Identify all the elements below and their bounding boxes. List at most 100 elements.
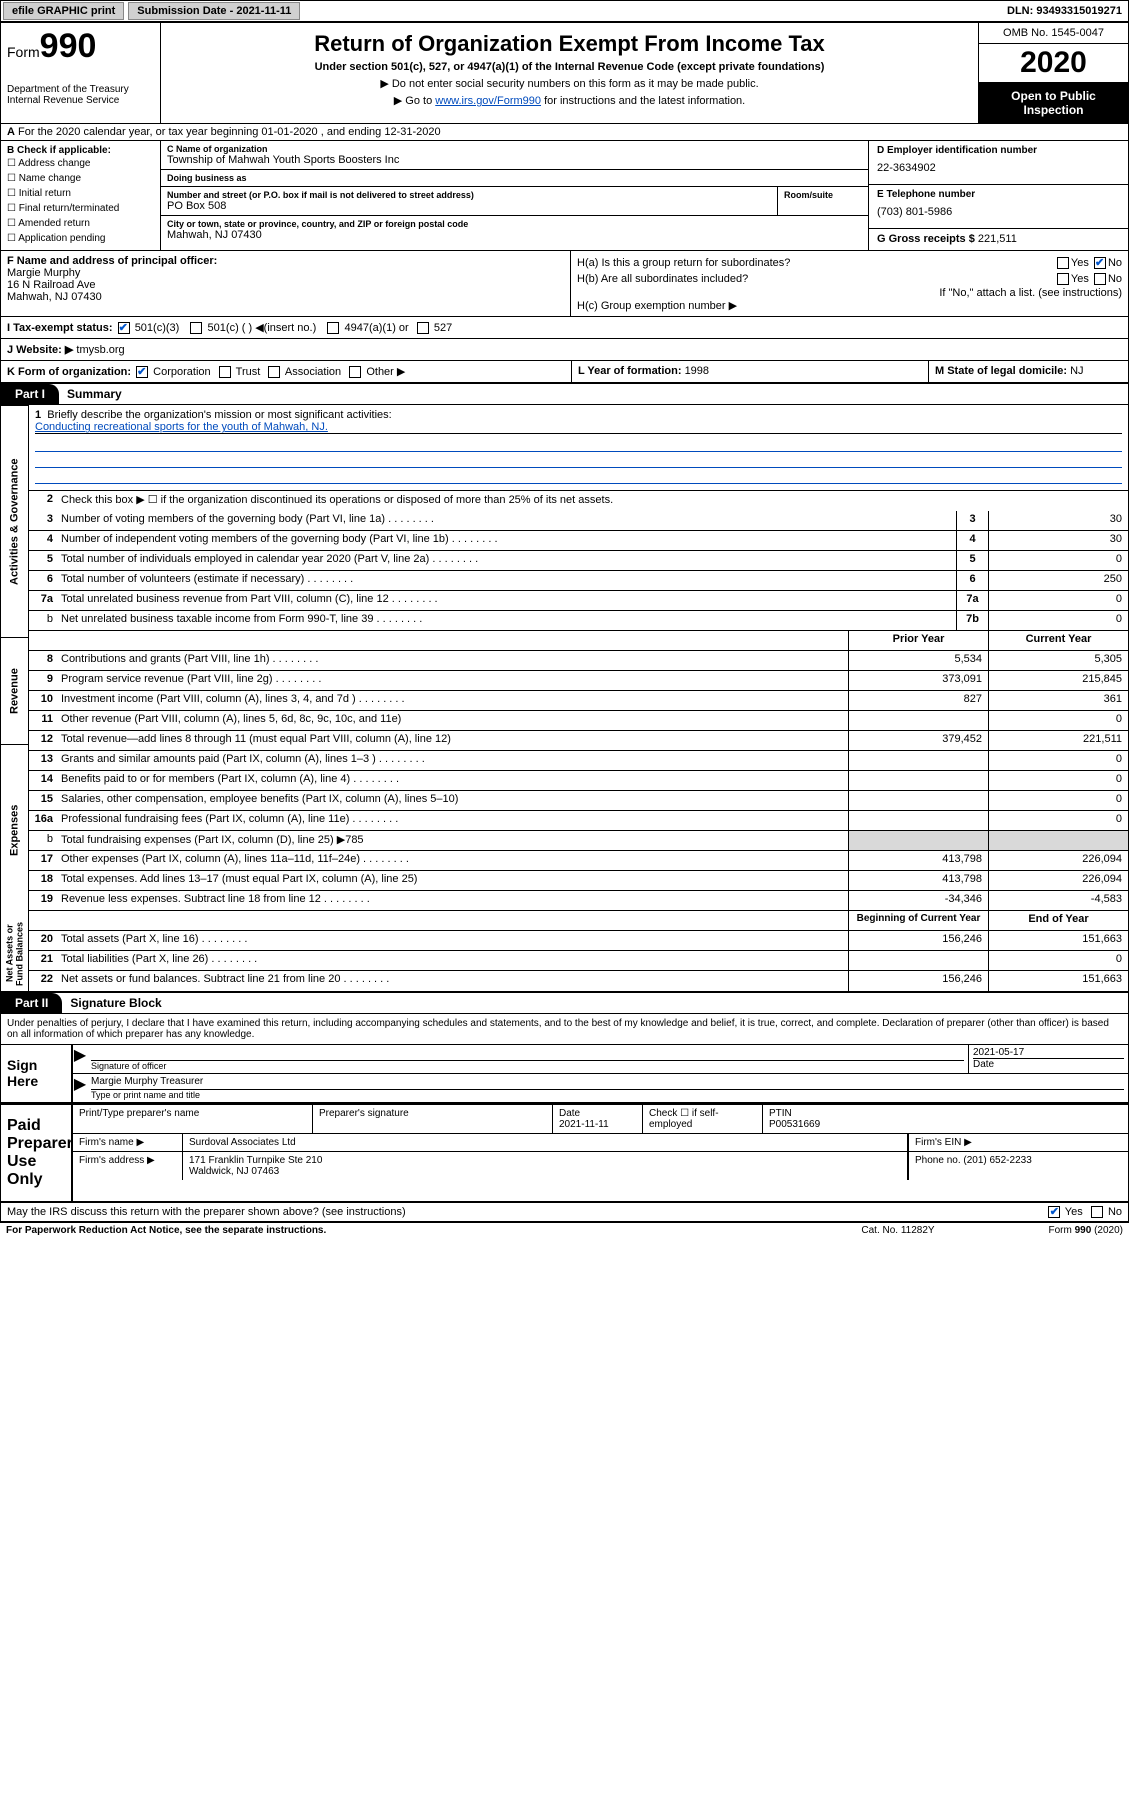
row-20: 20Total assets (Part X, line 16)156,2461… — [29, 931, 1128, 951]
arrow-icon: ▶ — [73, 1074, 87, 1102]
chk-527[interactable] — [417, 322, 429, 334]
row-3: 3Number of voting members of the governi… — [29, 511, 1128, 531]
paid-preparer-block: Paid Preparer Use Only Print/Type prepar… — [1, 1104, 1128, 1203]
row-5: 5Total number of individuals employed in… — [29, 551, 1128, 571]
name-title-line: ▶ Margie Murphy Treasurer Type or print … — [73, 1074, 1128, 1102]
omb-number: OMB No. 1545-0047 — [979, 23, 1128, 44]
discuss-yes-no: Yes No — [942, 1206, 1122, 1218]
efile-button[interactable]: efile GRAPHIC print — [3, 2, 124, 20]
paid-preparer-label: Paid Preparer Use Only — [1, 1105, 71, 1201]
column-b-checkboxes: B Check if applicable: ☐ Address change … — [1, 141, 161, 250]
dba-cell: Doing business as — [161, 170, 868, 187]
chk-4947[interactable] — [327, 322, 339, 334]
top-toolbar: efile GRAPHIC print Submission Date - 20… — [0, 0, 1129, 22]
chk-pending[interactable]: ☐ Application pending — [7, 231, 154, 246]
part-i-title: Summary — [59, 387, 122, 401]
chk-corp[interactable] — [136, 366, 148, 378]
part-i-header: Part I Summary — [1, 384, 1128, 405]
mission-block: 1 Briefly describe the organization's mi… — [29, 405, 1128, 491]
row-a-tax-year: A For the 2020 calendar year, or tax yea… — [1, 124, 1128, 141]
sign-here-block: Sign Here ▶ Signature of officer 2021-05… — [1, 1044, 1128, 1104]
hb-note: If "No," attach a list. (see instruction… — [577, 287, 1122, 299]
arrow-icon: ▶ — [73, 1045, 87, 1073]
row-7b: bNet unrelated business taxable income f… — [29, 611, 1128, 631]
chk-final-return[interactable]: ☐ Final return/terminated — [7, 201, 154, 216]
blank-line — [35, 438, 1122, 452]
penalties-text: Under penalties of perjury, I declare th… — [1, 1014, 1128, 1044]
row-8: 8Contributions and grants (Part VIII, li… — [29, 651, 1128, 671]
form-number: Form990 — [7, 27, 154, 66]
row-10: 10Investment income (Part VIII, column (… — [29, 691, 1128, 711]
chk-address-change[interactable]: ☐ Address change — [7, 156, 154, 171]
blank-line — [35, 454, 1122, 468]
chk-initial-return[interactable]: ☐ Initial return — [7, 186, 154, 201]
row-k-l-m: K Form of organization: Corporation Trus… — [1, 361, 1128, 384]
ha-yes[interactable] — [1057, 257, 1069, 269]
chk-amended[interactable]: ☐ Amended return — [7, 216, 154, 231]
open-inspection: Open to Public Inspection — [979, 83, 1128, 123]
column-d-e-g: D Employer identification number 22-3634… — [868, 141, 1128, 250]
tax-year: 2020 — [979, 44, 1128, 83]
summary-body: 1 Briefly describe the organization's mi… — [29, 405, 1128, 991]
vl-governance: Activities & Governance — [1, 405, 28, 637]
h-a: H(a) Is this a group return for subordin… — [577, 255, 1122, 271]
ha-no[interactable] — [1094, 257, 1106, 269]
irs-link[interactable]: www.irs.gov/Form990 — [435, 95, 541, 107]
header-right: OMB No. 1545-0047 2020 Open to Public In… — [978, 23, 1128, 123]
pra-notice: For Paperwork Reduction Act Notice, see … — [6, 1225, 823, 1236]
discuss-row: May the IRS discuss this return with the… — [1, 1203, 1128, 1222]
preparer-row-1: Print/Type preparer's name Preparer's si… — [73, 1105, 1128, 1134]
row-14: 14Benefits paid to or for members (Part … — [29, 771, 1128, 791]
vl-net-assets: Net Assets or Fund Balances — [1, 916, 28, 991]
form-title: Return of Organization Exempt From Incom… — [169, 31, 970, 57]
part-i-tab: Part I — [1, 384, 59, 404]
form-header: Form990 Department of the Treasury Inter… — [1, 23, 1128, 124]
cat-no: Cat. No. 11282Y — [823, 1225, 973, 1236]
group-return: H(a) Is this a group return for subordin… — [571, 251, 1128, 316]
goto-note: Go to www.irs.gov/Form990 for instructio… — [169, 94, 970, 107]
h-b: H(b) Are all subordinates included? Yes … — [577, 271, 1122, 287]
row-7a: 7aTotal unrelated business revenue from … — [29, 591, 1128, 611]
firm-addr-row: Firm's address ▶ 171 Franklin Turnpike S… — [73, 1152, 1128, 1180]
row-hdr-assets: Beginning of Current YearEnd of Year — [29, 911, 1128, 931]
vertical-labels: Activities & Governance Revenue Expenses… — [1, 405, 29, 991]
chk-assoc[interactable] — [268, 366, 280, 378]
part-ii-tab: Part II — [1, 993, 62, 1013]
hb-no[interactable] — [1094, 273, 1106, 285]
column-c-org-info: C Name of organization Township of Mahwa… — [161, 141, 868, 250]
hb-yes[interactable] — [1057, 273, 1069, 285]
chk-501c[interactable] — [190, 322, 202, 334]
blank-line — [35, 470, 1122, 484]
row-17: 17Other expenses (Part IX, column (A), l… — [29, 851, 1128, 871]
sign-here-fields: ▶ Signature of officer 2021-05-17 Date ▶… — [71, 1045, 1128, 1102]
officer-name-title: Margie Murphy Treasurer — [91, 1076, 1124, 1090]
signature-line: ▶ Signature of officer 2021-05-17 Date — [73, 1045, 1128, 1074]
form-subtitle: Under section 501(c), 527, or 4947(a)(1)… — [169, 61, 970, 73]
address-row: Number and street (or P.O. box if mail i… — [161, 187, 868, 216]
form-of-org: K Form of organization: Corporation Trus… — [1, 361, 571, 382]
row-19: 19Revenue less expenses. Subtract line 1… — [29, 891, 1128, 911]
header-left: Form990 Department of the Treasury Inter… — [1, 23, 161, 123]
row-16b: bTotal fundraising expenses (Part IX, co… — [29, 831, 1128, 851]
part-ii-title: Signature Block — [62, 996, 161, 1010]
tax-exempt-status: I Tax-exempt status: 501(c)(3) 501(c) ( … — [1, 317, 1128, 339]
officer-signature[interactable] — [91, 1047, 964, 1061]
dept-treasury: Department of the Treasury Internal Reve… — [7, 84, 154, 106]
chk-trust[interactable] — [219, 366, 231, 378]
row-15: 15Salaries, other compensation, employee… — [29, 791, 1128, 811]
chk-501c3[interactable] — [118, 322, 130, 334]
chk-other[interactable] — [349, 366, 361, 378]
website-row: J Website: ▶ tmysb.org — [1, 339, 1128, 361]
header-middle: Return of Organization Exempt From Incom… — [161, 23, 978, 123]
form-footer: Form 990 (2020) — [973, 1225, 1123, 1236]
row-2: 2Check this box ▶ ☐ if the organization … — [29, 491, 1128, 511]
chk-name-change[interactable]: ☐ Name change — [7, 171, 154, 186]
discuss-yes[interactable] — [1048, 1206, 1060, 1218]
row-22: 22Net assets or fund balances. Subtract … — [29, 971, 1128, 991]
row-hdr-revenue: Prior YearCurrent Year — [29, 631, 1128, 651]
discuss-no[interactable] — [1091, 1206, 1103, 1218]
form-container: Form990 Department of the Treasury Inter… — [0, 22, 1129, 1223]
state-domicile: M State of legal domicile: NJ — [928, 361, 1128, 382]
submission-date-button[interactable]: Submission Date - 2021-11-11 — [128, 2, 300, 20]
vl-expenses: Expenses — [1, 744, 28, 916]
